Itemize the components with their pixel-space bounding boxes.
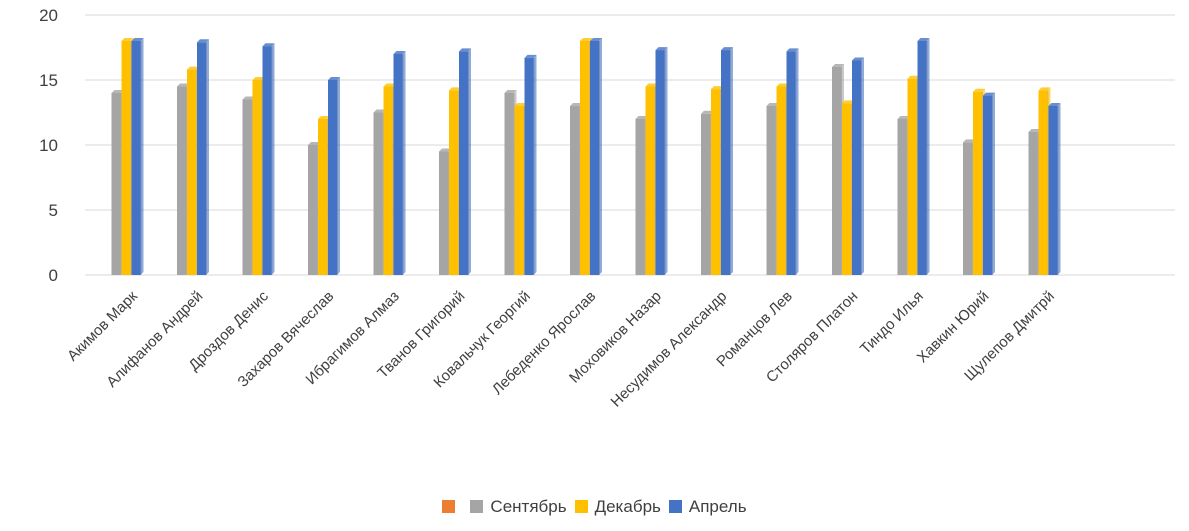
x-category-label: Тиндо Илья [857, 288, 927, 358]
bar-3-11 [786, 48, 799, 276]
legend-label: Сентябрь [490, 496, 567, 516]
bar-3-3 [262, 43, 275, 276]
legend: Сентябрь Декабрь Апрель [0, 496, 1189, 517]
legend-item: Декабрь [574, 496, 661, 517]
legend-item: Сентябрь [470, 496, 567, 517]
bar-3-2 [197, 39, 209, 275]
bar-3-9 [655, 47, 668, 275]
bar-3-6 [459, 48, 471, 276]
legend-swatch [668, 499, 682, 513]
y-tick-label: 5 [49, 201, 58, 220]
bar-3-7 [524, 54, 537, 276]
bar-3-10 [721, 47, 733, 275]
legend-swatch [574, 499, 588, 513]
legend-swatch [470, 499, 484, 513]
bar-3-5 [393, 51, 406, 275]
bar-3-1 [131, 38, 144, 275]
bars [111, 38, 1061, 276]
bar-3-15 [1048, 103, 1061, 275]
bar-3-14 [983, 92, 995, 275]
legend-label: Апрель [688, 496, 747, 516]
bar-3-13 [917, 38, 930, 275]
y-tick-label: 20 [39, 6, 58, 25]
legend-swatch-unlabeled [442, 497, 462, 517]
bar-3-8 [590, 38, 602, 275]
legend-label: Декабрь [594, 496, 661, 516]
y-tick-label: 10 [39, 136, 58, 155]
x-category-label: Несудимов Александр [608, 288, 731, 411]
bar-3-4 [328, 77, 340, 275]
y-tick-label: 15 [39, 71, 58, 90]
y-tick-label: 0 [49, 266, 58, 285]
y-axis-tick-labels: 0 5 10 15 20 [39, 6, 58, 285]
bar-3-12 [852, 57, 864, 275]
legend-item: Апрель [668, 496, 747, 517]
